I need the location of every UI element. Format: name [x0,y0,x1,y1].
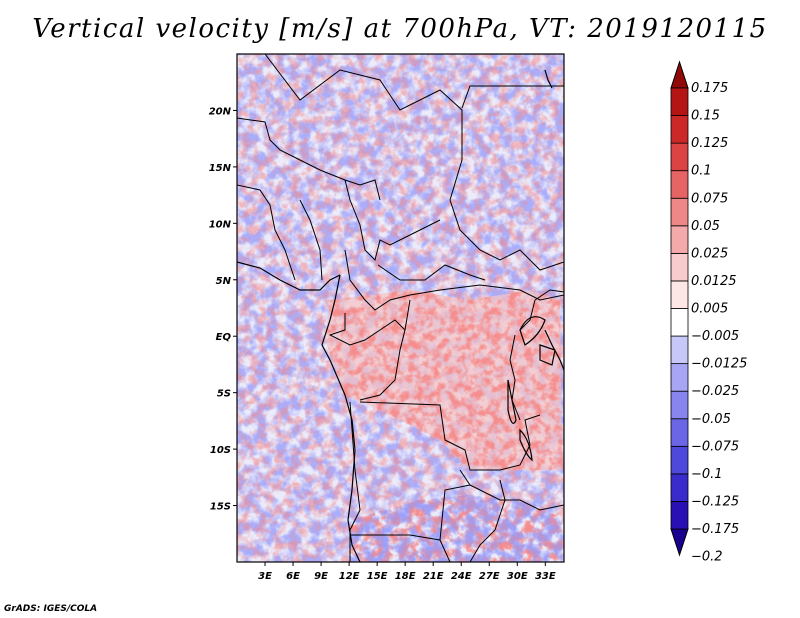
colorbar-label: 0.0125 [691,274,737,289]
plot-frame [236,53,565,563]
lat-tick-label: EQ [216,332,232,343]
colorbar-label: −0.125 [691,494,739,509]
colorbar-segment [670,225,689,254]
colorbar-label: −0.05 [691,412,731,427]
lat-tick-label: 5N [216,276,232,287]
colorbar-segment [670,363,689,392]
lat-tick-label: 20N [209,106,232,117]
colorbar-segment [670,501,689,530]
colorbar-segment [670,335,689,365]
colorbar-label: −0.075 [691,439,739,454]
lon-tick-label: 33E [535,571,556,582]
colorbar-label: −0.175 [691,522,739,537]
colorbar-label: 0.175 [691,81,728,96]
colorbar-top-arrow [670,60,689,89]
lat-tick-label: 15S [210,502,231,513]
lon-tick-label: 3E [258,571,272,582]
colorbar-label: −0.025 [691,384,739,399]
lat-tick-label: 10S [210,445,231,456]
colorbar-segment [670,252,689,282]
lon-tick-label: 24E [451,571,472,582]
lon-tick-label: 12E [339,571,360,582]
country-borders [237,54,564,562]
lat-tick-label: 10N [209,219,232,230]
lon-tick-label: 30E [507,571,528,582]
map-title: Vertical velocity [m/s] at 700hPa, VT: 2… [32,14,768,44]
grads-credit: GrADS: IGES/COLA [4,604,98,614]
colorbar-label: 0.005 [691,302,728,317]
colorbar-bottom-arrow [670,528,689,557]
colorbar-label: −0.1 [691,467,723,482]
colorbar-segment [670,473,689,502]
lon-tick-label: 9E [314,571,328,582]
lat-tick-label: 5S [217,389,231,400]
colorbar-label: −0.005 [691,329,739,344]
colorbar-segment [670,142,689,172]
colorbar-label: 0.1 [691,164,712,179]
lon-tick-label: 18E [395,571,416,582]
longitude-axis: 3E 6E 9E 12E 15E 18E 21E 24E 27E 30E 33E [258,562,556,582]
velocity-field [237,54,564,562]
colorbar: 0.175 0.15 0.125 0.1 0.075 0.05 0.025 0.0125 0.0… [670,60,747,565]
colorbar-label: 0.075 [691,191,728,206]
lon-tick-label: 15E [367,571,388,582]
colorbar-segment [670,115,689,144]
lon-tick-label: 6E [286,571,300,582]
lakes [507,316,556,462]
colorbar-segment [670,87,689,116]
colorbar-label: −0.2 [691,550,723,565]
colorbar-segment [670,390,689,420]
colorbar-segment [670,418,689,447]
colorbar-segment [670,170,689,199]
colorbar-label: 0.125 [691,136,728,151]
colorbar-label: −0.0125 [691,357,747,372]
coastline [237,69,564,562]
colorbar-label: 0.025 [691,246,728,261]
lon-tick-label: 27E [479,571,500,582]
colorbar-segment [670,445,689,475]
colorbar-segment [670,280,689,309]
lon-tick-label: 21E [423,571,444,582]
colorbar-label: 0.15 [691,109,720,124]
lat-tick-label: 15N [209,163,232,174]
colorbar-segment [670,197,689,227]
latitude-axis: 20N 15N 10N 5N EQ 5S 10S 15S [209,106,237,513]
colorbar-segment [670,308,689,337]
colorbar-label: 0.05 [691,219,720,234]
